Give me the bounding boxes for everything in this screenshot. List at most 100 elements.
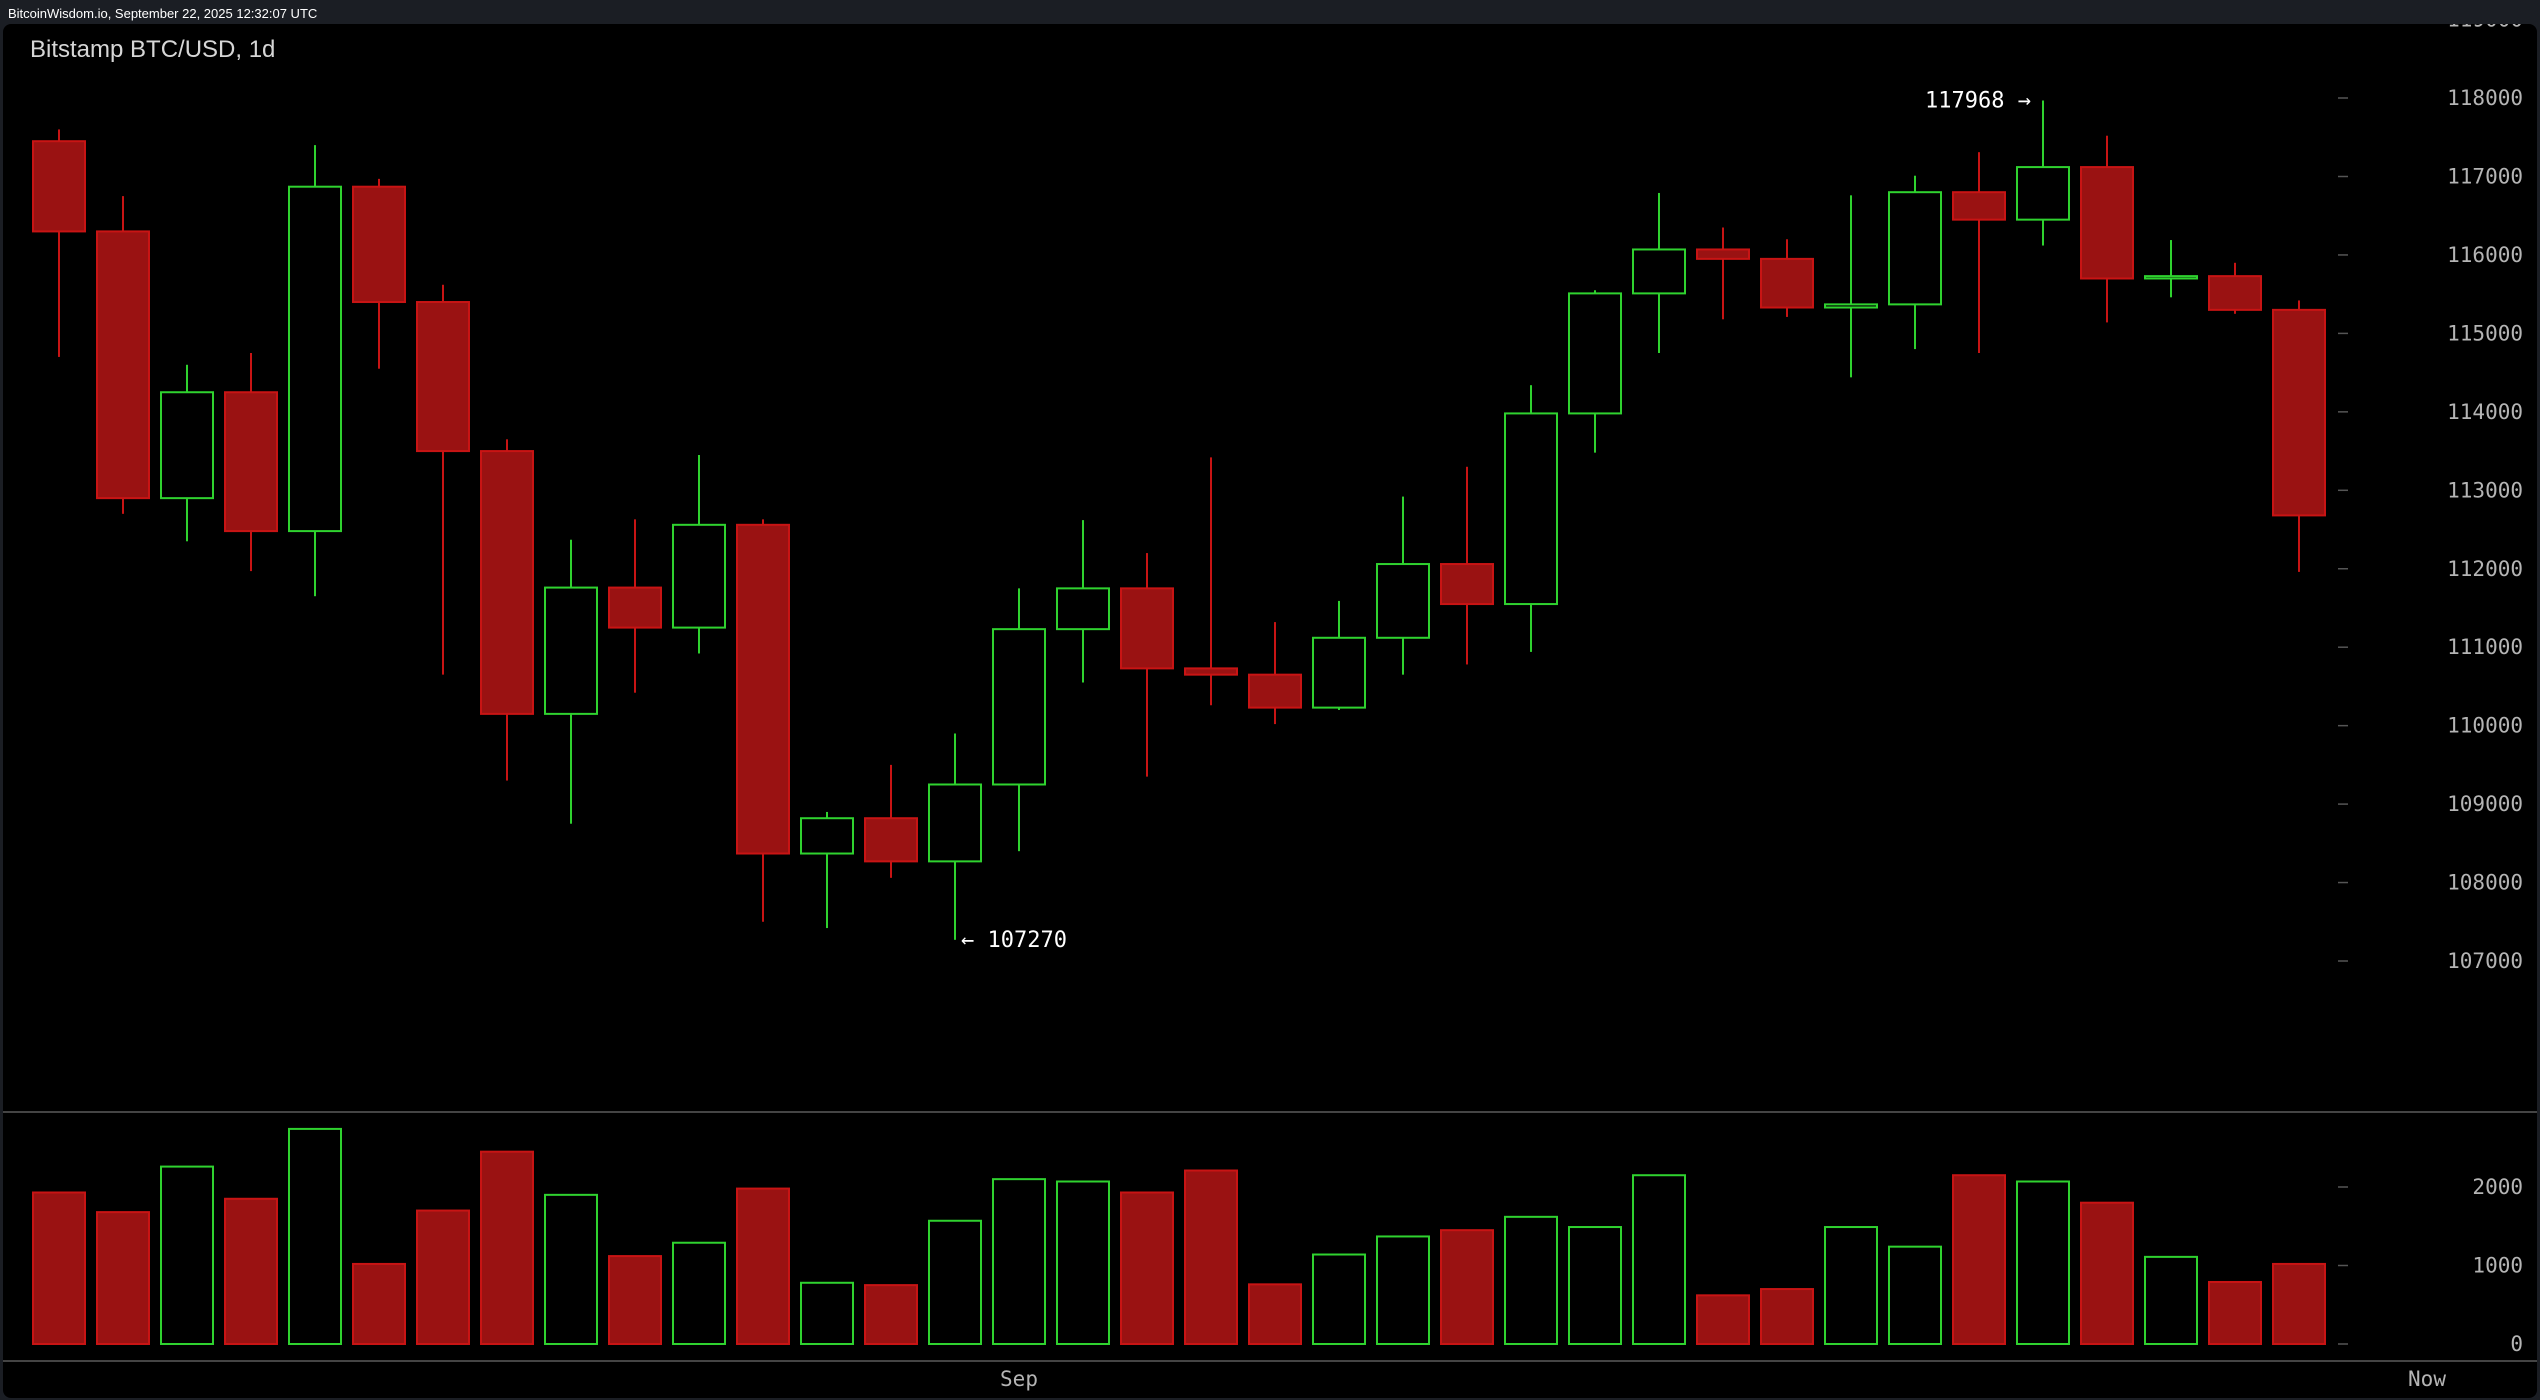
candle-down[interactable] [480,439,534,781]
candle-down[interactable] [1952,152,2006,354]
candle-body [1952,191,2006,221]
price-tick-label: 113000 [2447,478,2523,502]
volume-bar[interactable] [672,1241,726,1345]
volume-bar[interactable] [608,1255,662,1345]
candle-up[interactable] [2144,240,2198,298]
volume-bar[interactable] [160,1165,214,1345]
volume-bar[interactable] [1184,1169,1238,1346]
candle-up[interactable] [160,364,214,542]
candlestick-chart[interactable]: 119000 118000 117000 116000 115000 114000 1130… [3,24,2537,1398]
volume-bar[interactable] [1504,1215,1558,1345]
chart-frame[interactable]: 119000 118000 117000 116000 115000 114000 1130… [3,24,2537,1398]
volume-bar[interactable] [96,1211,150,1345]
volume-bar[interactable] [2016,1180,2070,1345]
candle-up[interactable] [800,811,854,929]
candle-down[interactable] [2080,135,2134,323]
candle-body [224,391,278,533]
candle-up[interactable] [2016,100,2070,246]
candle-down[interactable] [736,519,790,922]
volume-bar[interactable] [1888,1245,1942,1346]
price-tick-label: 119000 [2447,24,2523,32]
volume-bar[interactable] [1312,1253,1366,1346]
volume-bar[interactable] [1376,1235,1430,1345]
volume-tick-label: 0 [2510,1332,2523,1356]
price-tick-label: 108000 [2447,871,2523,895]
volume-bar[interactable] [1120,1191,1174,1345]
volume-bar[interactable] [864,1284,918,1345]
price-tick-label: 116000 [2447,243,2523,267]
volume-bar[interactable] [736,1187,790,1345]
candle-down[interactable] [32,129,86,357]
volume-bar[interactable] [1824,1226,1878,1346]
source-label: BitcoinWisdom.io, September 22, 2025 12:… [8,6,318,21]
candle-body [1824,303,1878,309]
candle-body [1312,636,1366,709]
candle-down[interactable] [96,196,150,514]
candle-down[interactable] [1248,622,1302,725]
volume-bar[interactable] [32,1191,86,1345]
candle-body [1440,563,1494,606]
volume-bar[interactable] [2080,1201,2134,1345]
volume-bar[interactable] [2144,1255,2198,1345]
volume-bar[interactable] [1760,1288,1814,1346]
volume-bar[interactable] [992,1178,1046,1346]
candle-down[interactable] [608,519,662,693]
candle-down[interactable] [352,178,406,369]
volume-bar[interactable] [480,1150,534,1346]
candle-body [864,817,918,863]
price-tick-label: 110000 [2447,714,2523,738]
candle-up[interactable] [1312,600,1366,710]
volume-bar[interactable] [1056,1180,1110,1345]
candle-up[interactable] [1568,290,1622,453]
candle-up[interactable] [1376,496,1430,675]
candle-down[interactable] [1760,239,1814,317]
candle-body [992,628,1046,786]
candle-down[interactable] [2272,300,2326,572]
candle-up[interactable] [544,539,598,824]
candle-down[interactable] [224,353,278,572]
price-tick-label: 107000 [2447,949,2523,973]
price-tick-label: 118000 [2447,86,2523,110]
volume-bar[interactable] [1952,1174,2006,1345]
volume-bar[interactable] [2272,1262,2326,1346]
candle-down[interactable] [1440,466,1494,665]
candle-up[interactable] [1056,520,1110,683]
candle-up[interactable] [992,588,1046,852]
volume-bar[interactable] [800,1281,854,1346]
volume-bar[interactable] [416,1209,470,1346]
time-axis-label: Sep [1000,1367,1038,1391]
volume-bar[interactable] [2208,1280,2262,1345]
candle-up[interactable] [1824,195,1878,378]
top-bar: BitcoinWisdom.io, September 22, 2025 12:… [0,0,2540,24]
candle-down[interactable] [1696,227,1750,320]
candle-down[interactable] [2208,262,2262,314]
volume-bar[interactable] [1696,1294,1750,1345]
candle-up[interactable] [288,145,342,597]
candle-down[interactable] [1184,457,1238,706]
candle-up[interactable] [1888,175,1942,350]
volume-bar[interactable] [928,1219,982,1346]
volume-bar[interactable] [1568,1226,1622,1346]
volume-bar[interactable] [1248,1283,1302,1345]
candle-body [928,783,982,863]
volume-bar[interactable] [544,1193,598,1345]
volume-bar[interactable] [224,1197,278,1346]
candle-body [672,523,726,629]
candle-down[interactable] [1120,553,1174,777]
price-tick-label: 114000 [2447,400,2523,424]
candle-down[interactable] [864,764,918,878]
candle-up[interactable] [1504,385,1558,652]
candle-body [1184,667,1238,676]
candle-down[interactable] [416,284,470,675]
candle-up[interactable] [672,454,726,654]
candle-body [1696,248,1750,260]
volume-bars [32,1127,2326,1346]
volume-bar[interactable] [288,1127,342,1346]
volume-bar[interactable] [1440,1229,1494,1346]
volume-tick-label: 2000 [2472,1175,2523,1199]
candle-up[interactable] [1632,192,1686,354]
candle-up[interactable] [928,733,982,940]
candle-body [2080,166,2134,280]
volume-bar[interactable] [1632,1174,1686,1345]
volume-bar[interactable] [352,1262,406,1346]
